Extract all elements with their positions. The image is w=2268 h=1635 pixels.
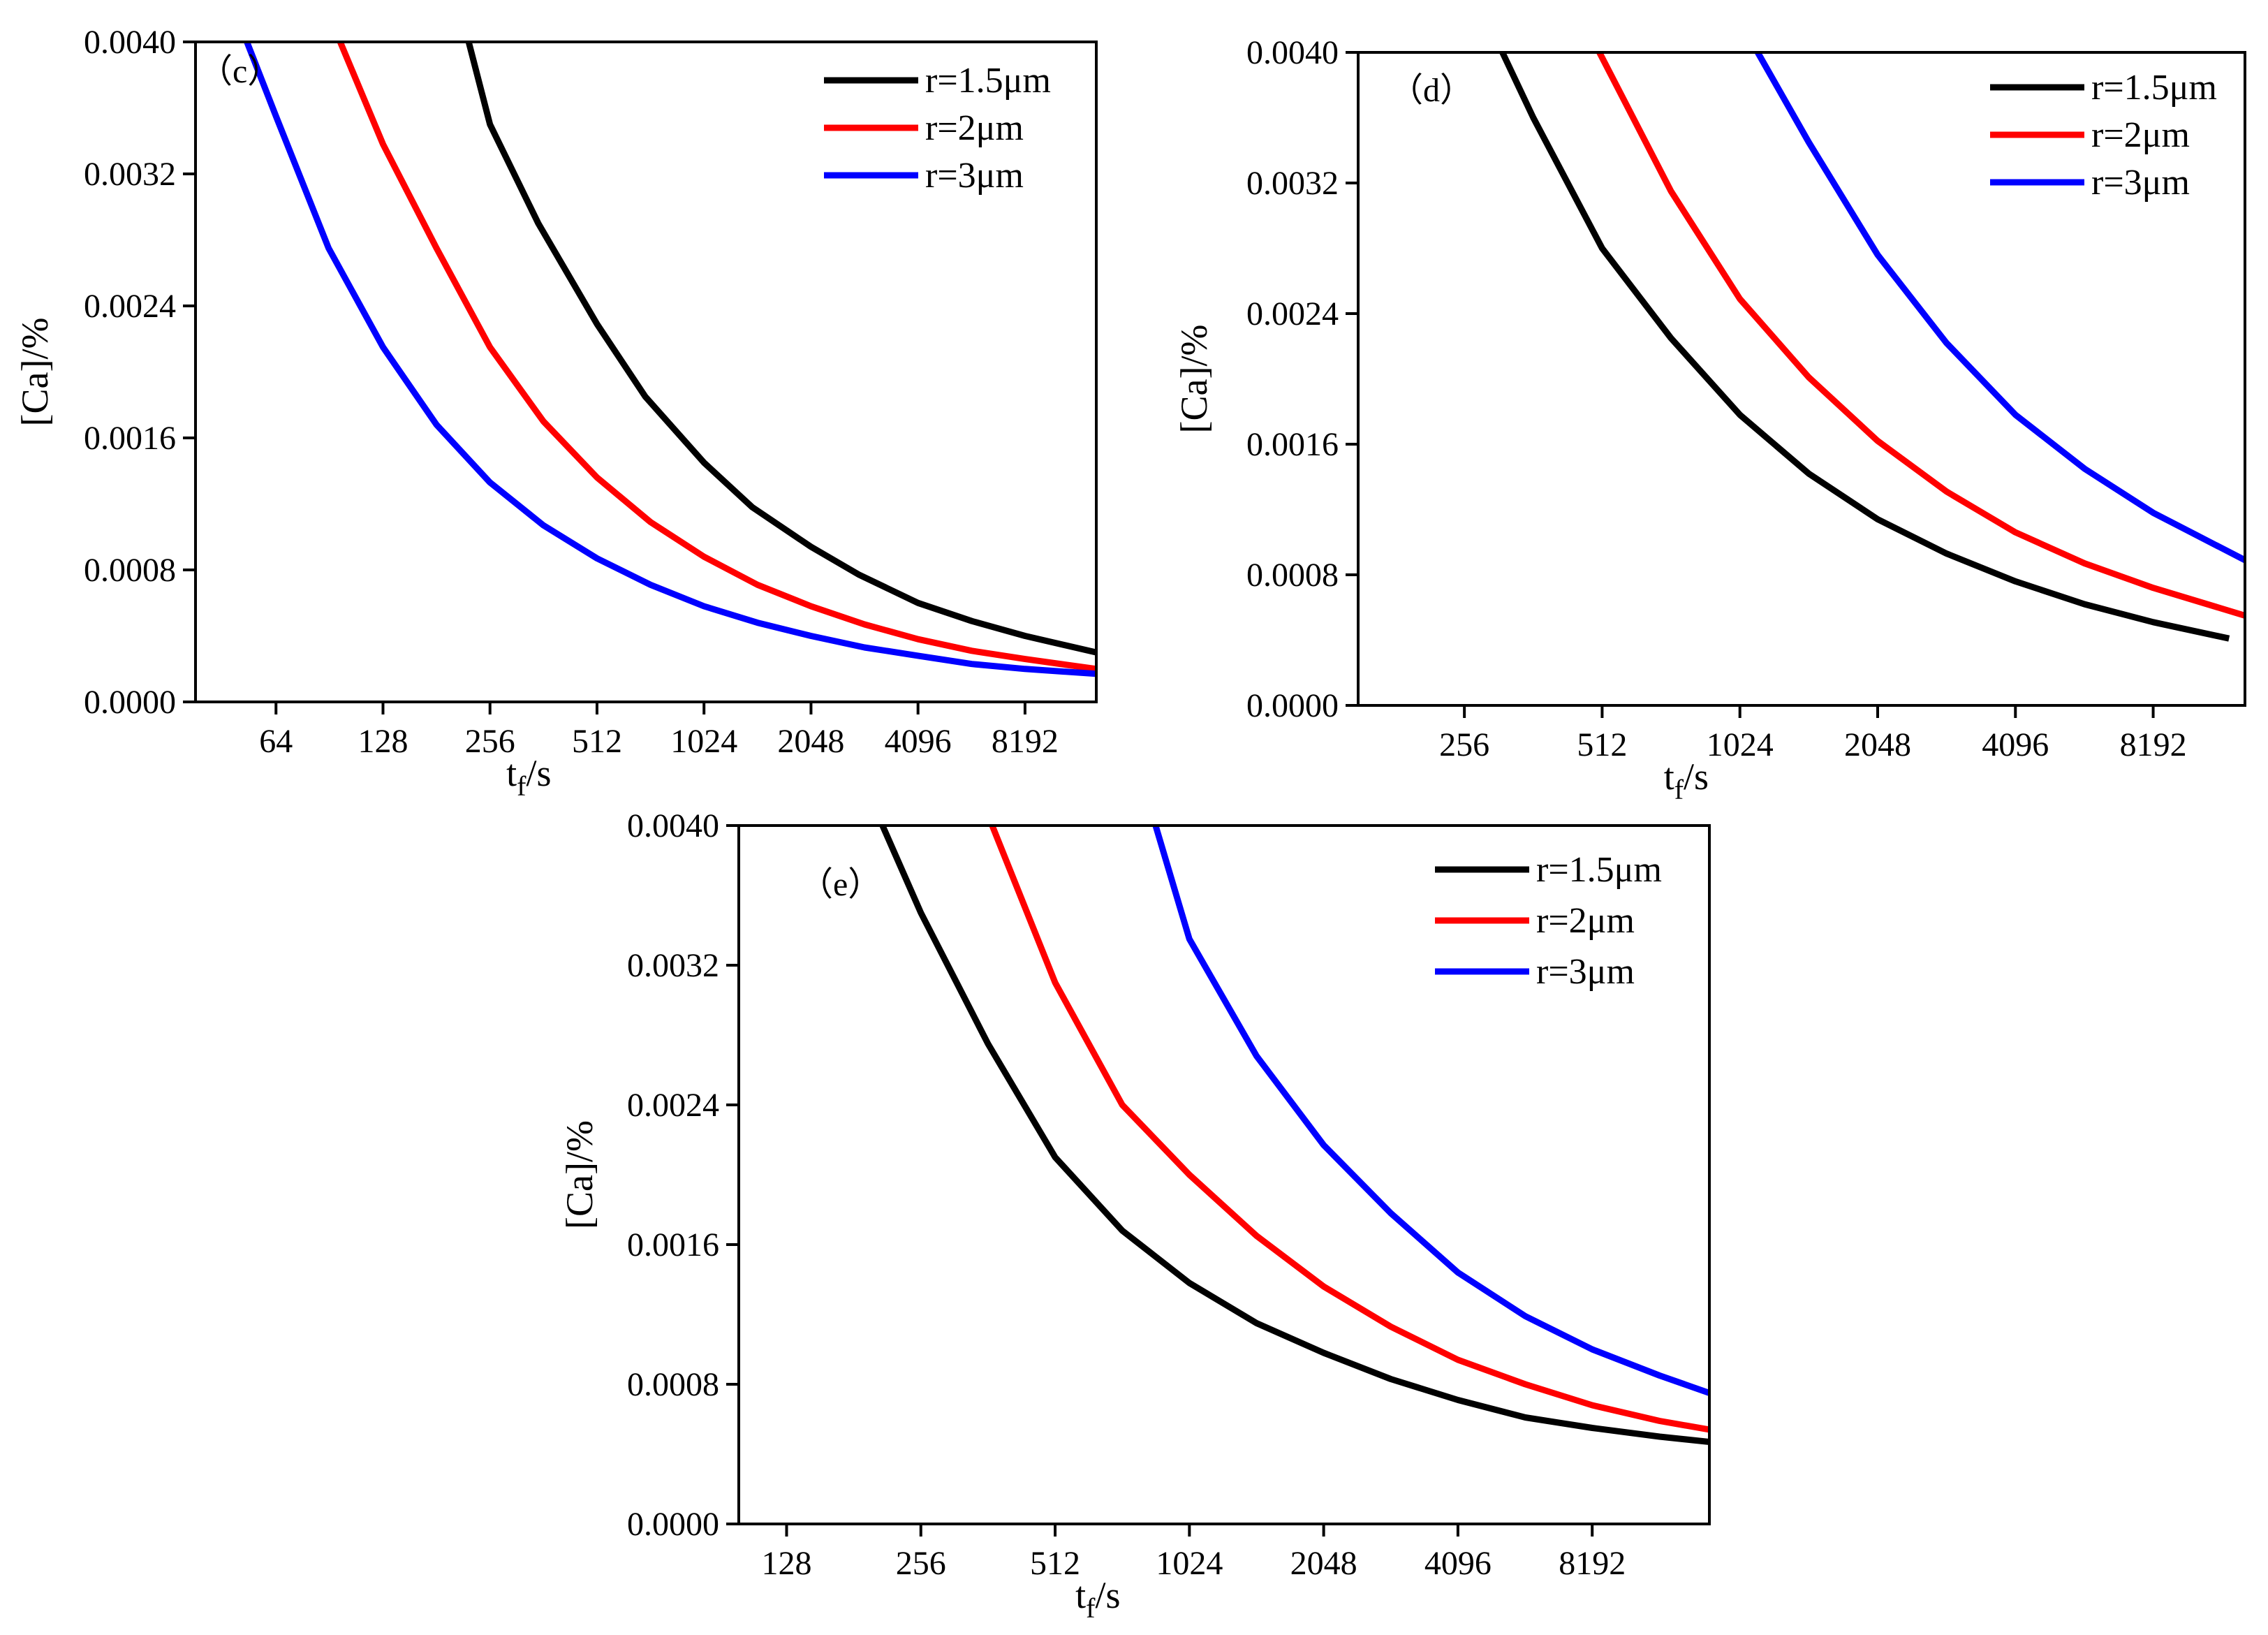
x-tick-label: 8192 (2120, 726, 2187, 763)
y-tick-label: 0.0032 (627, 947, 719, 984)
y-tick-label: 0.0000 (627, 1506, 719, 1543)
chart-panel-0: 0.0000 0.0008 0.0016 0.0024 0.0032 0.0040 64 12… (14, 24, 1098, 802)
y-tick-label: 0.0040 (627, 807, 719, 844)
y-tick-label: 0.0040 (1246, 34, 1339, 71)
y-tick-label: 0.0016 (84, 420, 176, 457)
y-tick-label: 0.0032 (1246, 165, 1339, 202)
legend-label-2: r=3μm (2091, 163, 2190, 203)
y-axis-title: [Ca]/% (1173, 325, 1215, 434)
panel-label: （e） (800, 866, 881, 903)
legend-label-0: r=1.5μm (925, 61, 1051, 101)
x-tick-label: 8192 (1559, 1545, 1626, 1582)
series-line-1 (337, 42, 1096, 673)
x-tick-label: 128 (761, 1545, 811, 1582)
y-axis-title: [Ca]/% (559, 1120, 601, 1229)
y-tick-label: 0.0016 (627, 1226, 719, 1263)
panel-label: （d） (1390, 72, 1473, 109)
series-line-0 (1499, 52, 2230, 642)
x-axis-title: tf/s (1075, 1574, 1120, 1624)
legend-label-0: r=1.5μm (1536, 850, 1662, 890)
legend-label-1: r=2μm (2091, 115, 2190, 155)
x-tick-label: 512 (1577, 726, 1627, 763)
x-tick-label: 4096 (1424, 1545, 1492, 1582)
x-tick-label: 512 (1030, 1545, 1080, 1582)
y-tick-label: 0.0040 (84, 24, 176, 61)
x-tick-label: 1024 (1156, 1545, 1223, 1582)
series-line-2 (1755, 52, 2245, 563)
y-tick-label: 0.0000 (84, 684, 176, 721)
x-tick-label: 2048 (1290, 1545, 1357, 1582)
legend-label-2: r=3μm (1536, 952, 1635, 992)
y-tick-label: 0.0024 (84, 288, 176, 325)
x-tick-label: 512 (572, 723, 622, 760)
x-tick-label: 256 (1439, 726, 1489, 763)
plot-frame (737, 824, 1711, 1525)
x-tick-label: 2048 (1844, 726, 1911, 763)
x-tick-label: 1024 (670, 723, 737, 760)
x-tick-label: 256 (896, 1545, 946, 1582)
x-axis-title: tf/s (1664, 756, 1709, 805)
x-tick-label: 8192 (992, 723, 1059, 760)
y-tick-label: 0.0000 (1246, 687, 1339, 724)
y-tick-label: 0.0008 (1246, 557, 1339, 594)
chart-panel-2: 0.0000 0.0008 0.0016 0.0024 0.0032 0.0040 128 2… (559, 807, 1711, 1624)
y-tick-label: 0.0024 (1246, 295, 1339, 332)
x-tick-label: 256 (465, 723, 515, 760)
y-tick-label: 0.0008 (627, 1366, 719, 1403)
y-tick-label: 0.0016 (1246, 426, 1339, 463)
legend-label-1: r=2μm (925, 108, 1024, 148)
plot-frame (194, 41, 1098, 703)
series-line-2 (1152, 826, 1709, 1396)
x-tick-label: 2048 (777, 723, 844, 760)
y-axis-title: [Ca]/% (14, 318, 56, 427)
panel-label: （c） (199, 53, 281, 90)
y-tick-label: 0.0032 (84, 156, 176, 193)
series-line-1 (989, 826, 1709, 1433)
series-line-1 (1596, 52, 2245, 619)
legend-label-1: r=2μm (1536, 901, 1635, 941)
chart-panel-1: 0.0000 0.0008 0.0016 0.0024 0.0032 0.0040 256 5… (1173, 34, 2246, 805)
x-tick-label: 4096 (885, 723, 952, 760)
x-tick-label: 1024 (1707, 726, 1774, 763)
series-line-0 (465, 42, 1096, 656)
y-tick-label: 0.0008 (84, 552, 176, 589)
x-tick-label: 128 (358, 723, 408, 760)
series-line-2 (244, 42, 1096, 677)
legend-label-0: r=1.5μm (2091, 68, 2217, 108)
x-tick-label: 4096 (1982, 726, 2049, 763)
y-tick-label: 0.0024 (627, 1087, 719, 1124)
x-tick-label: 64 (259, 723, 293, 760)
series-line-0 (879, 826, 1709, 1445)
plot-frame (1357, 51, 2246, 707)
legend-label-2: r=3μm (925, 156, 1024, 196)
x-axis-title: tf/s (506, 752, 551, 802)
